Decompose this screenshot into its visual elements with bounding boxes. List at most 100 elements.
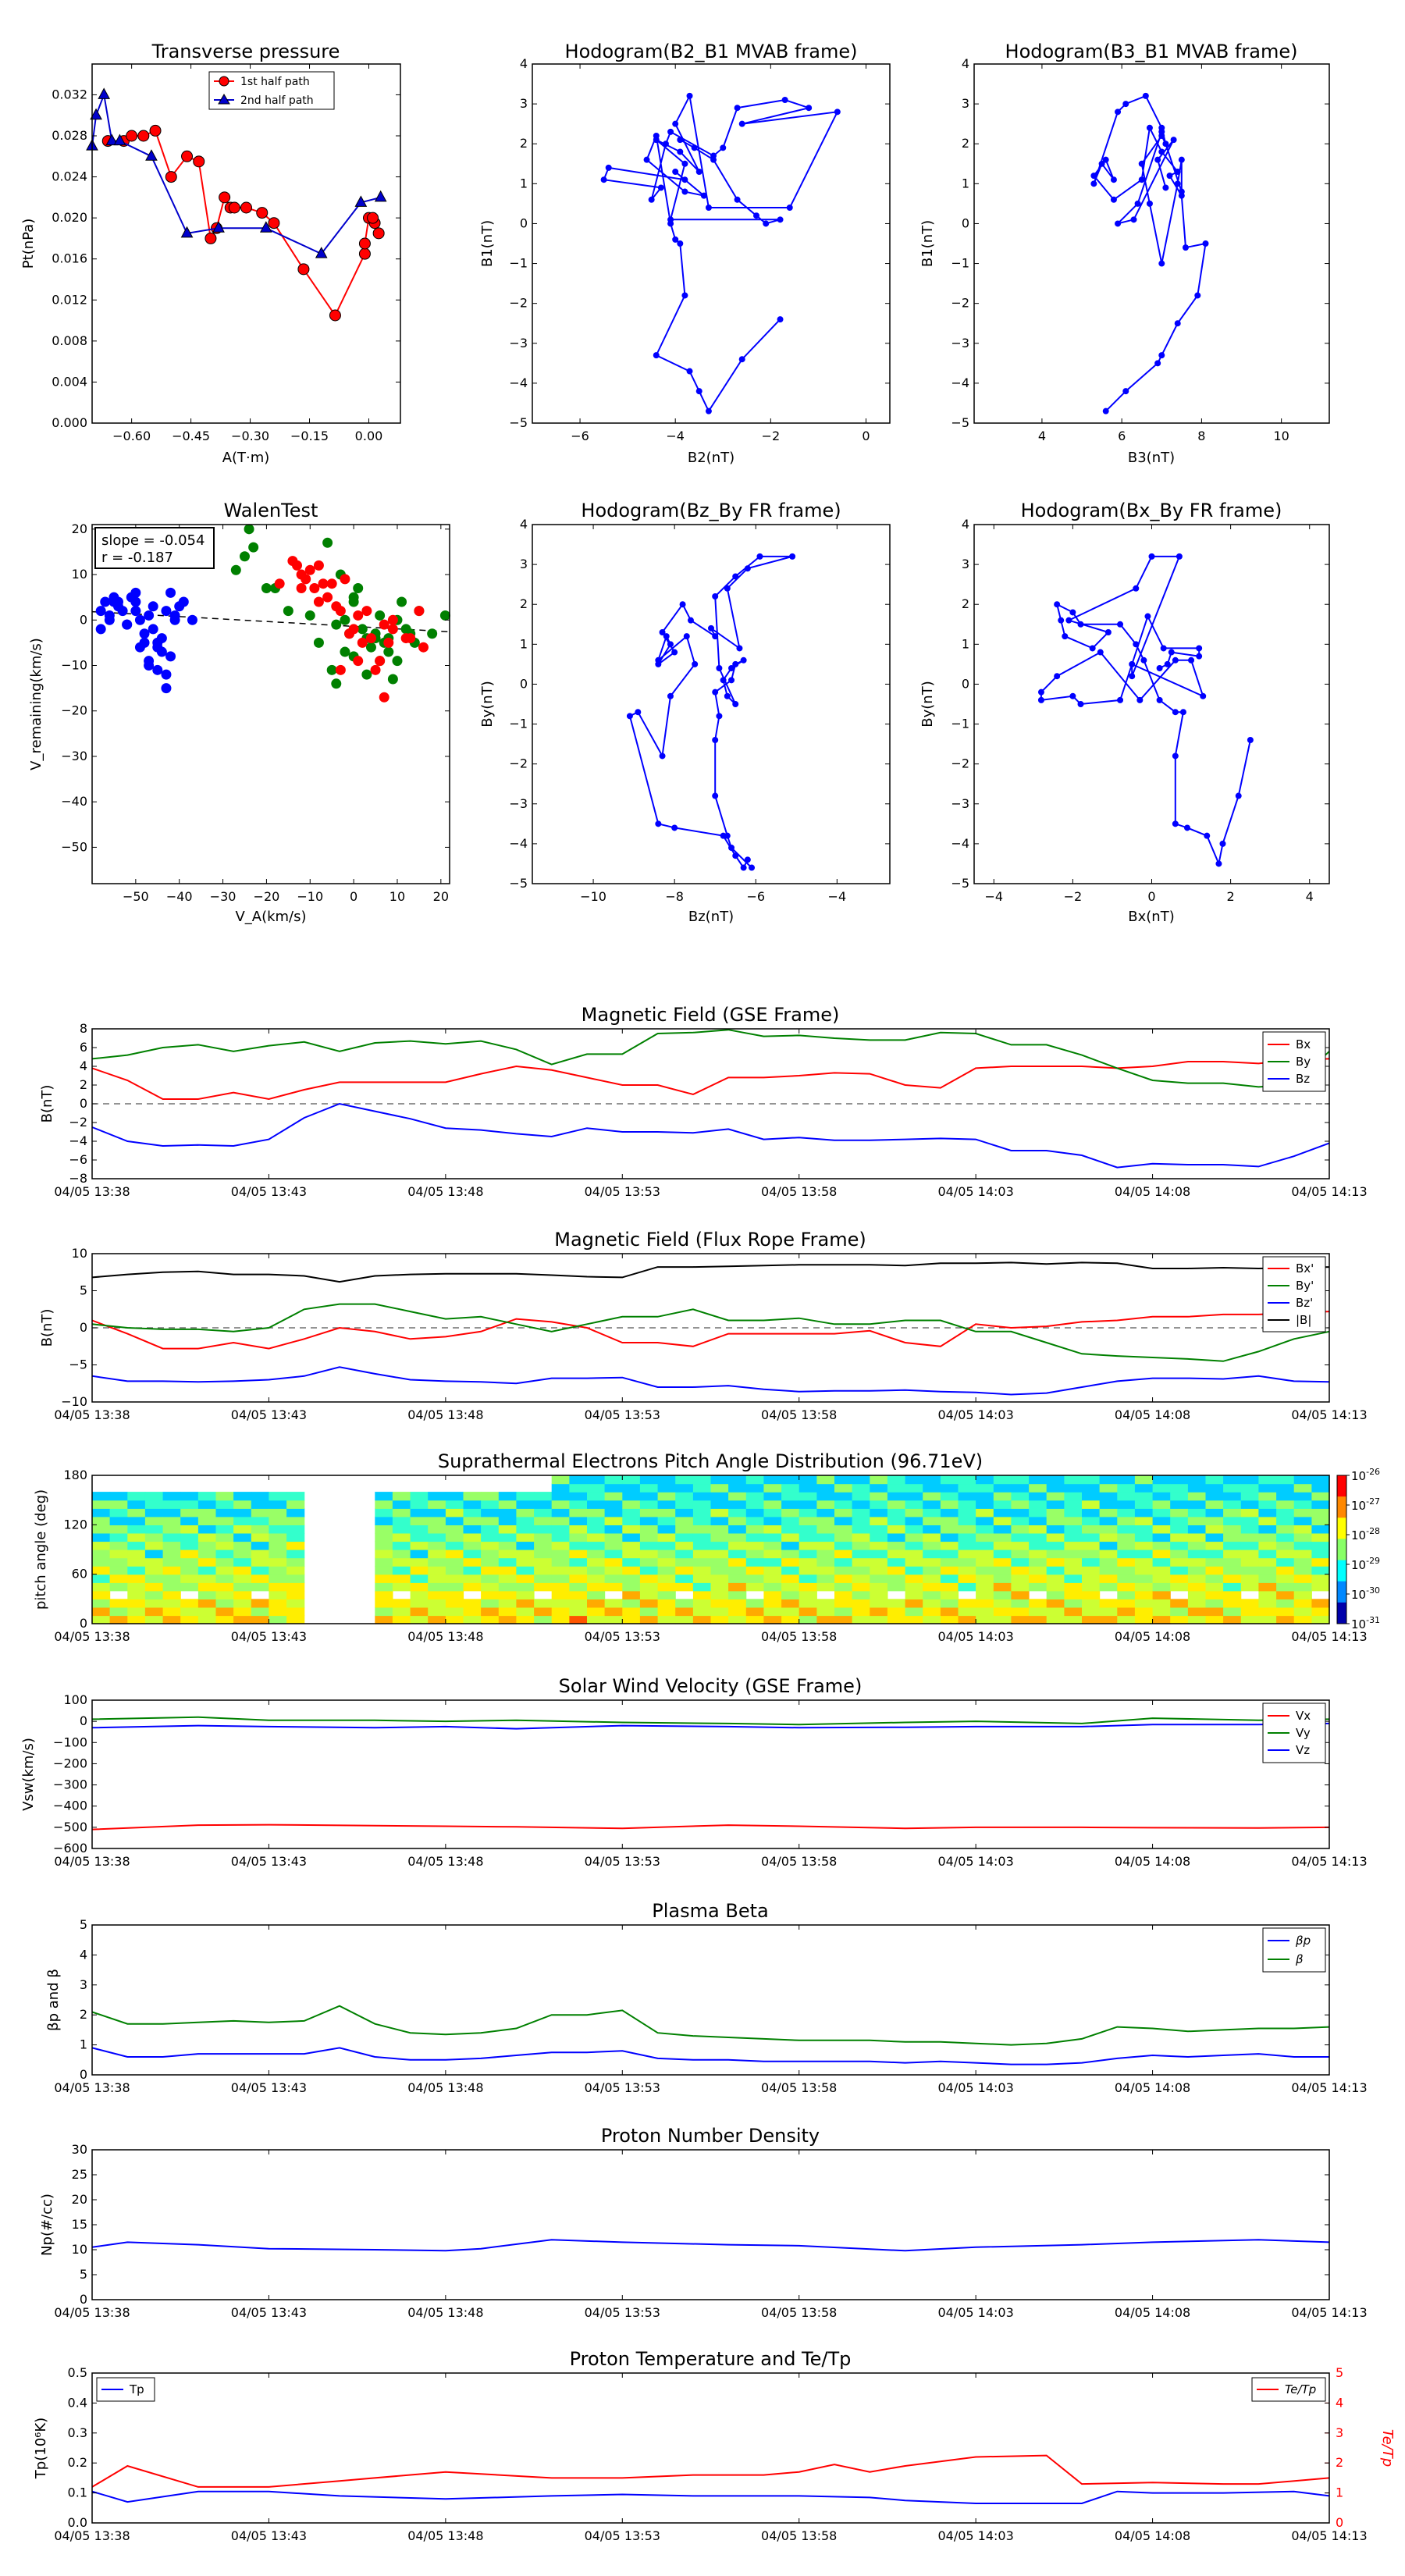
heatmap-cell — [498, 1532, 517, 1542]
heatmap-cell — [657, 1550, 676, 1559]
y-tick-label: −6 — [69, 1152, 87, 1167]
heatmap-cell — [799, 1566, 817, 1575]
heatmap-cell — [923, 1475, 941, 1485]
heatmap-cell — [622, 1525, 641, 1534]
plot-frame — [91, 1699, 1330, 1849]
heatmap-cell — [887, 1532, 906, 1542]
data-point — [1140, 656, 1147, 664]
y-tick-label: −2 — [509, 756, 528, 771]
heatmap-cell — [587, 1525, 606, 1534]
heatmap-cell — [675, 1557, 694, 1567]
heatmap-cell — [1152, 1606, 1171, 1617]
heatmap-cell — [144, 1541, 164, 1550]
heatmap-cell — [622, 1557, 641, 1567]
heatmap-cell — [1011, 1516, 1030, 1525]
data-point — [663, 633, 670, 640]
heatmap-cell — [1011, 1492, 1030, 1501]
heatmap-cell — [657, 1532, 676, 1542]
heatmap-cell — [993, 1541, 1012, 1550]
data-point — [427, 628, 438, 639]
heatmap-cell — [251, 1541, 269, 1550]
heatmap-cell — [1187, 1492, 1207, 1501]
heatmap-cell — [1134, 1574, 1154, 1583]
heatmap-cell — [551, 1599, 570, 1608]
heatmap-cell — [675, 1615, 694, 1624]
x-tick-label: 04/05 13:38 — [54, 1854, 130, 1869]
heatmap-cell — [1311, 1557, 1330, 1567]
heatmap-cell — [887, 1475, 906, 1485]
heatmap-cell — [1152, 1615, 1171, 1624]
y-tick-label: −50 — [61, 839, 87, 854]
y-tick-label: 0.008 — [52, 333, 87, 348]
heatmap-cell — [604, 1557, 623, 1567]
y-tick-label: 5 — [80, 1283, 87, 1298]
heatmap-cell — [692, 1615, 712, 1624]
y-tick-label: 2 — [520, 136, 528, 151]
heatmap-cell — [569, 1574, 588, 1583]
heatmap-cell — [1152, 1532, 1171, 1542]
heatmap-cell — [180, 1566, 199, 1575]
heatmap-cell — [109, 1599, 128, 1608]
heatmap-cell — [1293, 1550, 1312, 1559]
data-point — [659, 753, 666, 760]
data-point — [365, 642, 376, 653]
heatmap-cell — [976, 1492, 994, 1501]
data-point — [692, 660, 699, 667]
heatmap-cell — [958, 1550, 976, 1559]
x-tick-label: 04/05 14:03 — [937, 1184, 1013, 1199]
heatmap-cell — [551, 1492, 570, 1501]
heatmap-cell — [428, 1590, 446, 1599]
data-point — [720, 832, 727, 839]
data-point — [354, 195, 368, 207]
heatmap-cell — [269, 1574, 287, 1583]
heatmap-cell — [286, 1516, 305, 1525]
data-point — [358, 237, 371, 250]
heatmap-cell — [710, 1492, 729, 1501]
heatmap-cell — [958, 1500, 976, 1509]
data-point — [1172, 753, 1179, 760]
data-point — [418, 642, 429, 653]
heatmap-cell — [251, 1615, 269, 1624]
panel-transverse-pressure: −0.60 −0.45 −0.30 −0.15 0.000.0000.0040.0080… — [20, 41, 401, 466]
y-tick-label: −20 — [61, 703, 87, 718]
heatmap-cell — [940, 1541, 959, 1550]
y-tick-label: 10 — [72, 567, 87, 582]
heatmap-cell — [675, 1508, 694, 1517]
heatmap-cell — [675, 1500, 694, 1509]
heatmap-cell — [481, 1566, 500, 1575]
heatmap-cell — [993, 1582, 1012, 1592]
data-point — [1090, 180, 1097, 187]
heatmap-cell — [870, 1492, 888, 1501]
data-point — [1235, 792, 1242, 799]
heatmap-cell — [976, 1475, 994, 1485]
y-tick-label: −1 — [951, 256, 969, 271]
data-point — [1117, 696, 1124, 703]
heatmap-cell — [887, 1516, 906, 1525]
heatmap-cell — [1117, 1516, 1136, 1525]
heatmap-cell — [516, 1574, 535, 1583]
heatmap-cell — [675, 1532, 694, 1542]
heatmap-cell — [905, 1525, 923, 1534]
heatmap-cell — [375, 1516, 393, 1525]
heatmap-cell — [215, 1516, 234, 1525]
heatmap-cell — [763, 1582, 782, 1592]
heatmap-cell — [1205, 1483, 1224, 1493]
heatmap-cell — [1170, 1516, 1189, 1525]
data-point — [806, 105, 813, 112]
panel-title: WalenTest — [224, 500, 318, 521]
x-tick-label: 04/05 14:08 — [1115, 1407, 1190, 1422]
x-axis-label: A(T·m) — [222, 450, 270, 466]
heatmap-cell — [781, 1599, 800, 1608]
x-tick-label: 04/05 14:13 — [1291, 1407, 1367, 1422]
heatmap-cell — [1099, 1483, 1118, 1493]
heatmap-cell — [445, 1525, 464, 1534]
heatmap-cell — [976, 1550, 994, 1559]
heatmap-cell — [516, 1516, 535, 1525]
heatmap-cell — [870, 1475, 888, 1485]
heatmap-cell — [1170, 1483, 1189, 1493]
heatmap-cell — [639, 1492, 659, 1501]
heatmap-cell — [763, 1508, 782, 1517]
heatmap-cell — [569, 1500, 588, 1509]
data-point — [244, 524, 254, 535]
heatmap-cell — [816, 1582, 835, 1592]
